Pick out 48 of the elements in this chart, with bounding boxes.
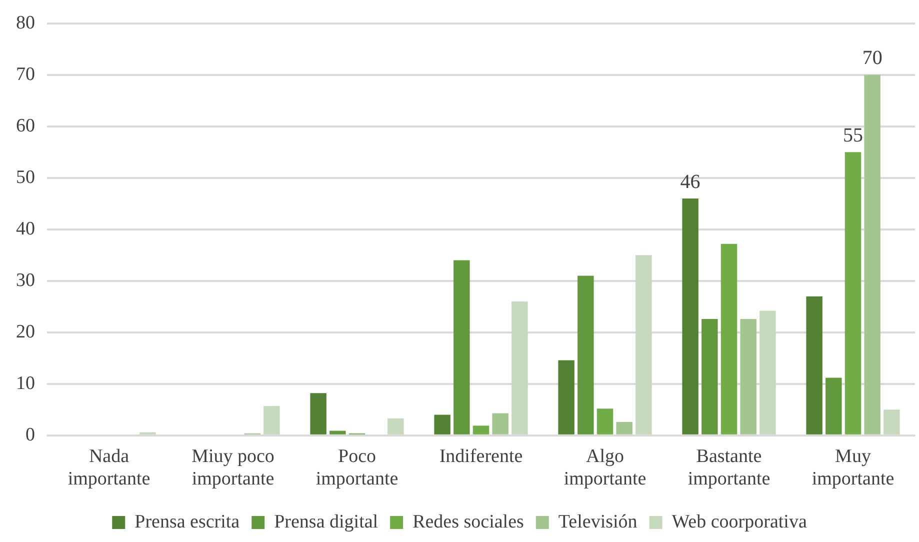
x-tick-label: Muy importante [812,446,894,490]
bar [826,378,842,434]
bar [636,255,652,434]
bar [682,198,698,434]
bar [264,406,280,434]
bar [434,414,450,434]
y-tick-label: 0 [26,424,35,446]
legend-label: Redes sociales [412,511,524,532]
data-label: 55 [843,124,863,146]
bar [884,410,900,434]
legend-label: Web coorporativa [672,511,808,532]
y-tick-label: 80 [16,12,35,34]
bar [760,310,776,434]
bar [720,244,738,434]
bar [702,319,718,434]
bar [512,302,528,434]
legend-label: Televisión [558,511,638,532]
x-tick-label: Indiferente [439,446,523,467]
x-tick-label: Miuy poco importante [192,446,274,490]
y-tick-label: 30 [16,270,35,291]
y-tick-label: 50 [16,166,35,188]
bar [596,408,614,434]
x-tick-label: Poco importante [316,446,398,490]
bar [454,260,470,434]
bar [806,296,822,434]
bar [310,393,326,434]
bar [558,360,574,434]
bar [388,418,404,434]
bar [616,422,632,434]
bar [492,413,508,434]
x-tick-label: Nada importante [68,446,150,490]
x-tick-label: Bastante importante [688,446,770,490]
y-tick-label: 10 [16,372,35,394]
bar [740,319,756,434]
bar [472,426,490,434]
legend-label: Prensa escrita [134,511,240,532]
data-label: 70 [862,47,882,70]
data-label: 46 [680,170,700,193]
x-tick-label: Algo importante [564,446,646,490]
bar [844,152,862,434]
bar [330,430,346,434]
bar [578,276,594,434]
bar [864,74,880,434]
y-tick-label: 70 [16,64,35,85]
y-tick-label: 60 [16,115,35,136]
legend-label: Prensa digital [274,511,378,532]
y-tick-label: 20 [16,321,35,342]
y-tick-label: 40 [16,218,35,240]
